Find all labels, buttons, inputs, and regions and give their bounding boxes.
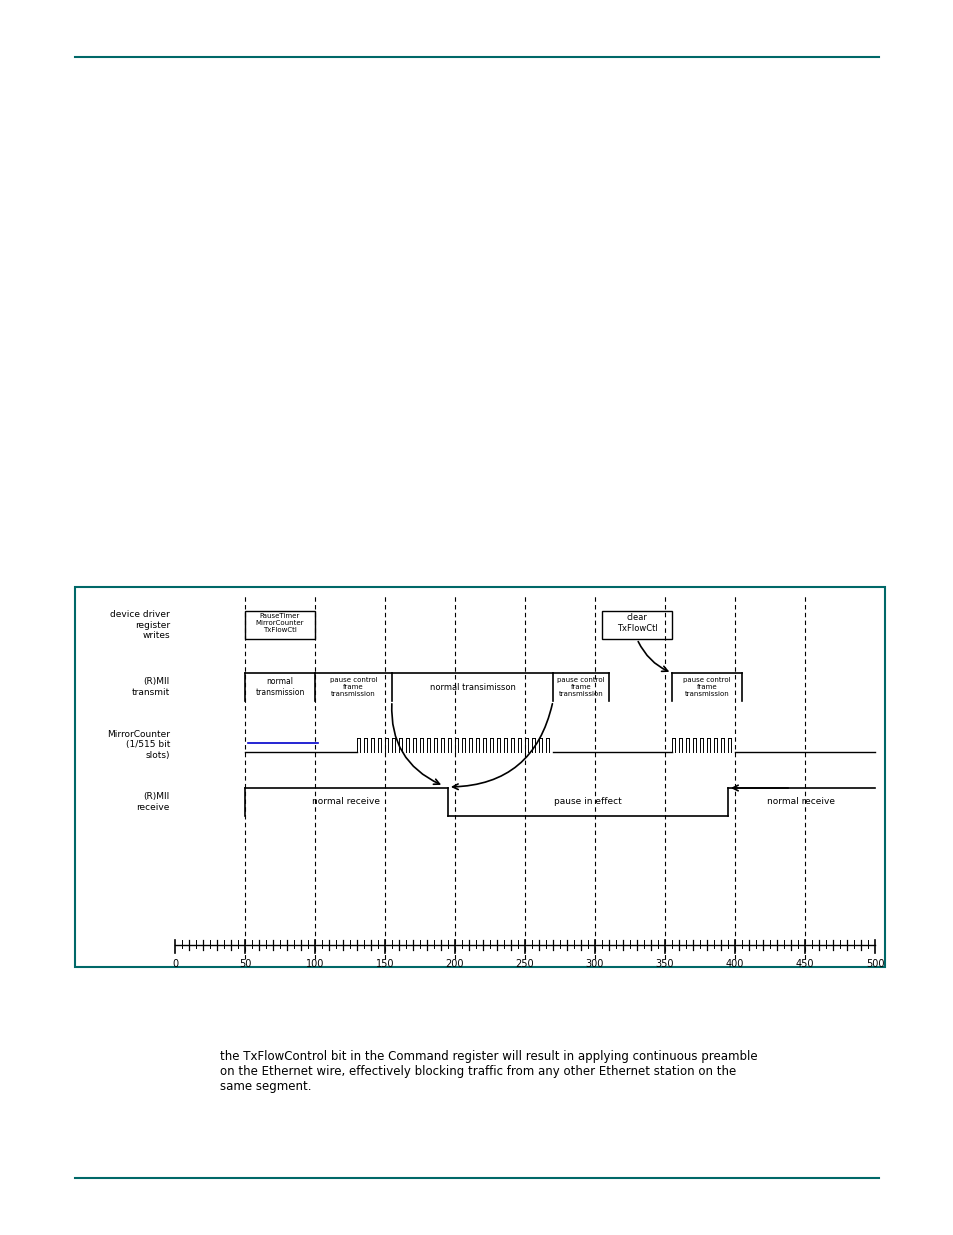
Text: 150: 150 [375, 960, 394, 969]
Text: 50: 50 [238, 960, 251, 969]
Text: normal receive: normal receive [313, 798, 380, 806]
Text: normal receive: normal receive [767, 798, 835, 806]
Text: normal
transmission: normal transmission [255, 677, 304, 697]
Bar [601, 611, 671, 638]
Text: 0: 0 [172, 960, 178, 969]
Text: (R)MII
transmit: (R)MII transmit [132, 677, 170, 697]
Text: 500: 500 [864, 960, 883, 969]
Text: pause control
frame
transmission: pause control frame transmission [557, 677, 604, 697]
Text: pause control
frame
transmission: pause control frame transmission [682, 677, 730, 697]
Text: 400: 400 [725, 960, 743, 969]
Text: pause in effect: pause in effect [554, 798, 621, 806]
Text: PauseTimer
MirrorCounter
TxFlowCtl: PauseTimer MirrorCounter TxFlowCtl [255, 613, 304, 634]
Text: pause control
frame
transmission: pause control frame transmission [330, 677, 377, 697]
Text: 350: 350 [655, 960, 674, 969]
Text: device driver
register
writes: device driver register writes [111, 610, 170, 640]
Text: the TxFlowControl bit in the Command register will result in applying continuous: the TxFlowControl bit in the Command reg… [220, 1050, 757, 1093]
Text: 200: 200 [445, 960, 464, 969]
Bar [245, 611, 314, 638]
Text: 300: 300 [585, 960, 603, 969]
Bar [75, 587, 884, 967]
Text: clear
TxFlowCtl: clear TxFlowCtl [616, 614, 657, 632]
Text: 250: 250 [516, 960, 534, 969]
Text: 450: 450 [795, 960, 814, 969]
Text: 100: 100 [306, 960, 324, 969]
Text: MirrorCounter
(1/515 bit
slots): MirrorCounter (1/515 bit slots) [107, 730, 170, 760]
Text: normal transimisson: normal transimisson [429, 683, 515, 692]
Text: (R)MII
receive: (R)MII receive [136, 793, 170, 811]
